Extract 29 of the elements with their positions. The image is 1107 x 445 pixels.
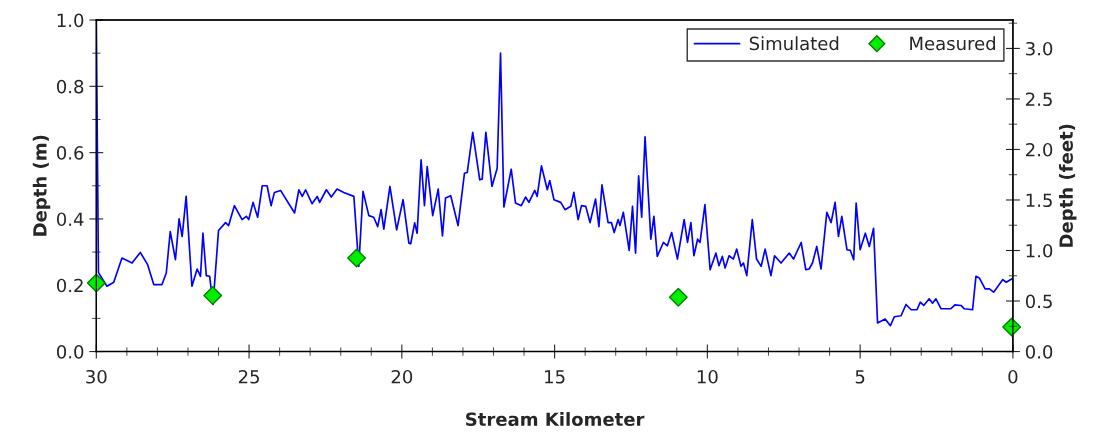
y-tick-label: 0.2 xyxy=(56,278,83,293)
y-tick-label: 1.0 xyxy=(57,13,84,28)
x-tick-label: 15 xyxy=(545,370,565,384)
y-tick-label: 0.0 xyxy=(56,345,84,359)
y2-tick-label: 1.5 xyxy=(1026,193,1052,208)
y-tick-label: 0.8 xyxy=(56,79,84,94)
point xyxy=(347,248,367,268)
y2-tick-label: 0.0 xyxy=(1025,345,1053,359)
x-axis-title: Stream Kilometer xyxy=(466,412,645,427)
legend-label: Simulated xyxy=(749,36,839,51)
y2-tick-label: 1.0 xyxy=(1026,243,1053,258)
x-tick-label: 20 xyxy=(391,369,413,384)
point xyxy=(86,273,106,293)
x-tick-label: 10 xyxy=(697,369,718,384)
x-tick-label: 30 xyxy=(86,369,107,384)
x-tick-label: 25 xyxy=(238,369,259,384)
legend-label: Measured xyxy=(910,36,996,51)
y2-tick-label: 2.0 xyxy=(1026,142,1053,157)
x-tick-label: 0 xyxy=(1008,369,1018,384)
y-tick-label: 0.4 xyxy=(56,212,84,227)
y-tick-label: 0.6 xyxy=(56,146,84,160)
y2-tick-label: 3.0 xyxy=(1026,41,1053,56)
point xyxy=(203,286,223,306)
x-tick-label: 5 xyxy=(855,370,865,384)
point xyxy=(668,287,688,307)
y-axis-title: Depth (m) xyxy=(32,135,51,236)
y2-tick-label: 0.5 xyxy=(1025,294,1052,309)
y2-tick-label: 2.5 xyxy=(1026,92,1052,107)
y2-axis-title: Depth (feet) xyxy=(1058,124,1077,247)
